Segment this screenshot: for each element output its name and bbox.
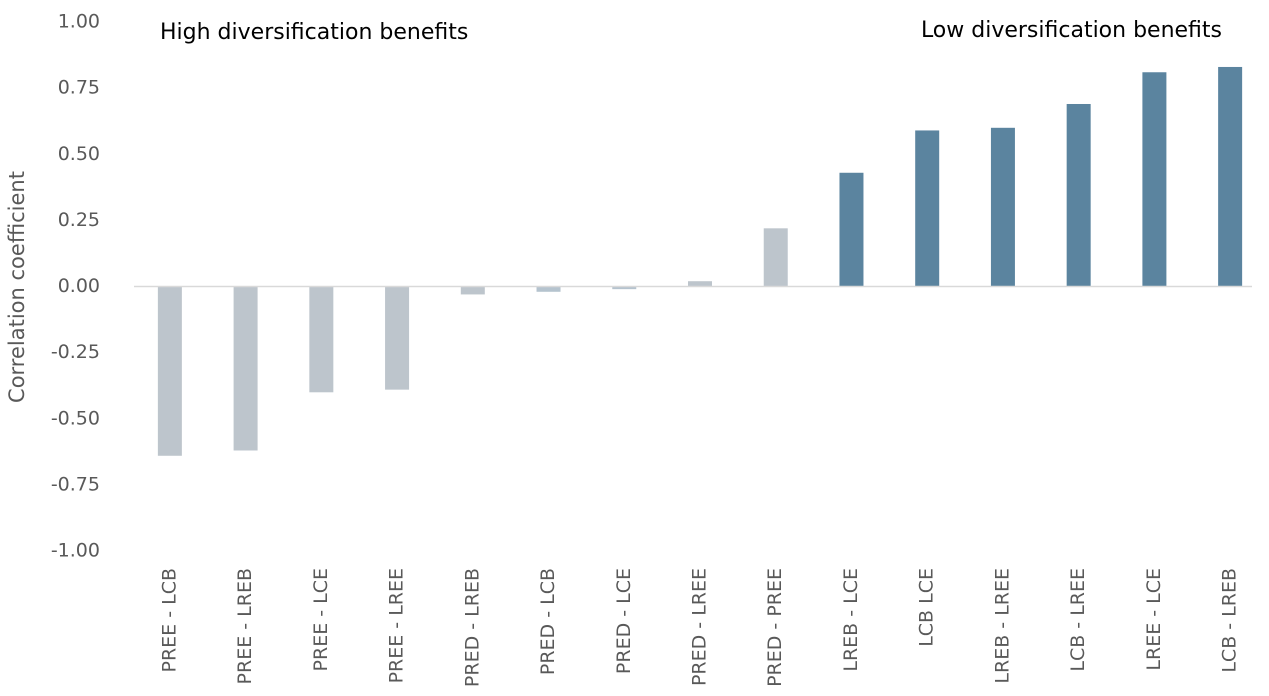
x-tick-label: LCB - LREE xyxy=(1067,568,1089,672)
x-tick-label: PREE - LREE xyxy=(386,568,408,683)
x-tick-label: LCB - LREB xyxy=(1219,568,1241,673)
x-tick-label: PRED - PREE xyxy=(764,568,786,687)
y-tick-label: 0.50 xyxy=(58,143,100,165)
bar xyxy=(385,286,410,390)
bar xyxy=(1142,72,1167,287)
x-tick-label: PREE - LREB xyxy=(234,568,256,684)
x-tick-label: PREE - LCE xyxy=(310,568,332,671)
bar xyxy=(688,281,712,287)
x-tick-label: LCB LCE xyxy=(916,568,938,647)
x-tick-label: PRED - LCB xyxy=(537,568,559,675)
bar xyxy=(839,172,864,287)
y-axis-label: Correlation coefficient xyxy=(5,171,29,403)
bar xyxy=(915,130,940,287)
bar xyxy=(1218,66,1243,287)
annotation: Low diversification benefits xyxy=(921,18,1222,43)
x-tick-label: LREB - LREE xyxy=(991,568,1013,684)
y-tick-label: -0.50 xyxy=(51,407,100,429)
bar xyxy=(536,286,561,292)
x-tick-label: LREE - LCE xyxy=(1143,568,1165,671)
y-tick-label: -1.00 xyxy=(51,540,100,562)
x-tick-label: PRED - LREE xyxy=(689,568,711,686)
y-tick-label: 0.00 xyxy=(58,275,100,297)
bar xyxy=(233,286,258,451)
y-tick-label: 0.25 xyxy=(58,209,100,231)
y-tick-label: -0.25 xyxy=(51,341,100,363)
bar xyxy=(460,286,485,295)
bar xyxy=(763,228,788,287)
y-tick-label: 1.00 xyxy=(58,11,100,33)
bar xyxy=(990,127,1015,287)
y-tick-label: -0.75 xyxy=(51,473,100,495)
x-tick-label: PREE - LCB xyxy=(158,568,180,673)
bar xyxy=(612,286,637,290)
x-tick-label: PRED - LCE xyxy=(613,568,635,674)
bar xyxy=(309,286,334,393)
bar xyxy=(1066,103,1091,287)
bar xyxy=(157,286,182,456)
annotation: High diversification benefits xyxy=(160,20,468,45)
y-tick-label: 0.75 xyxy=(58,77,100,99)
x-tick-label: PRED - LREB xyxy=(461,568,483,687)
x-tick-label: LREB - LCE xyxy=(840,568,862,672)
